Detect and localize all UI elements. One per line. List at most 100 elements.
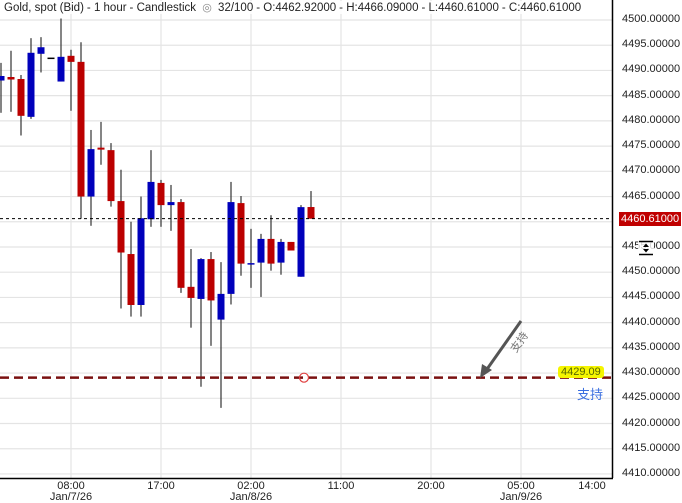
candle-body xyxy=(277,241,285,263)
candle-down[interactable] xyxy=(207,252,215,346)
candle-down[interactable] xyxy=(267,215,275,271)
price-tick-label: 4420.00000 xyxy=(622,416,681,429)
candle-down[interactable] xyxy=(7,50,15,112)
price-tick-label: 4450.00000 xyxy=(622,265,681,278)
candle-up[interactable] xyxy=(37,37,45,73)
candle-body xyxy=(137,218,145,305)
candle-body xyxy=(17,79,25,116)
candle-up[interactable] xyxy=(47,57,55,60)
candle-down[interactable] xyxy=(237,196,245,276)
candle-up[interactable] xyxy=(137,196,145,317)
arrow-annotation[interactable] xyxy=(480,320,523,378)
candle-body xyxy=(247,263,255,265)
price-tick-label: 4490.00000 xyxy=(622,63,681,76)
candle-body xyxy=(27,52,35,117)
candle-up[interactable] xyxy=(257,233,265,297)
date-label: Jan/9/26 xyxy=(499,491,543,503)
time-tick-label: 02:00 Jan/8/26 xyxy=(221,481,281,503)
candle-up[interactable] xyxy=(147,150,155,227)
price-tick-label: 4465.00000 xyxy=(622,189,681,202)
price-tick-label: 4480.00000 xyxy=(622,113,681,126)
price-tick-label: 4445.00000 xyxy=(622,290,681,303)
candle-body xyxy=(7,76,15,80)
candle-down[interactable] xyxy=(117,169,125,309)
candle-down[interactable] xyxy=(177,199,185,293)
candle-up[interactable] xyxy=(27,38,35,119)
candle-body xyxy=(257,238,265,263)
candle-body xyxy=(267,238,275,264)
close-value: C:4460.61000 xyxy=(508,2,582,14)
candle-body xyxy=(117,201,125,253)
low-value: L:4460.61000 xyxy=(428,2,499,14)
candle-up[interactable] xyxy=(297,205,305,277)
candle-body xyxy=(167,202,175,206)
bar-count: 32/100 xyxy=(218,2,254,14)
time-tick-label: 05:00 Jan/9/26 xyxy=(491,481,551,503)
eye-icon[interactable]: ◎ xyxy=(202,2,212,14)
support-value-label[interactable]: 4429.09 xyxy=(558,365,604,378)
open-value: O:4462.92000 xyxy=(263,2,337,14)
candle-down[interactable] xyxy=(307,191,315,219)
candle-up[interactable] xyxy=(0,62,5,113)
candle-up[interactable] xyxy=(87,129,95,226)
candle-body xyxy=(237,203,245,264)
candle-body xyxy=(47,57,55,60)
candle-up[interactable] xyxy=(217,262,225,408)
candle-body xyxy=(217,293,225,320)
high-value: H:4466.09000 xyxy=(346,2,419,14)
candle-up[interactable] xyxy=(227,181,235,305)
time-label: 08:00 xyxy=(57,480,85,492)
candle-body xyxy=(177,202,185,288)
time-tick-label: 08:00 Jan/7/26 xyxy=(41,481,101,503)
candle-body xyxy=(97,147,105,150)
date-label: Jan/7/26 xyxy=(49,491,93,503)
candle-down[interactable] xyxy=(17,74,25,136)
price-tick-label: 4410.00000 xyxy=(622,466,681,479)
candle-body xyxy=(287,241,295,251)
scale-drag-icon[interactable] xyxy=(637,240,655,256)
candle-down[interactable] xyxy=(107,143,115,207)
candle-body xyxy=(127,254,135,305)
candle-down[interactable] xyxy=(127,221,135,317)
candle-up[interactable] xyxy=(57,18,65,82)
grid xyxy=(0,0,612,478)
time-tick-label: 14:00 xyxy=(562,481,622,492)
candle-down[interactable] xyxy=(287,241,295,251)
interval: 1 hour xyxy=(93,2,127,14)
candle-body xyxy=(107,150,115,202)
candle-up[interactable] xyxy=(277,238,285,275)
price-tick-label: 4415.00000 xyxy=(622,441,681,454)
date-label: Jan/8/26 xyxy=(229,491,273,503)
price-tick-label: 4485.00000 xyxy=(622,88,681,101)
candle-body xyxy=(147,181,155,220)
candle-up[interactable] xyxy=(247,228,255,288)
candle-body xyxy=(57,56,65,82)
candle-up[interactable] xyxy=(197,258,205,387)
candle-down[interactable] xyxy=(187,248,195,328)
candle-down[interactable] xyxy=(77,42,85,219)
price-tick-label: 4425.00000 xyxy=(622,391,681,404)
price-tick-label: 4500.00000 xyxy=(622,13,681,25)
time-tick-label: 20:00 xyxy=(401,481,461,492)
candle-down[interactable] xyxy=(67,49,75,111)
candle-up[interactable] xyxy=(167,184,175,231)
price-tick-label: 4470.00000 xyxy=(622,164,681,177)
chart-type: Candlestick xyxy=(136,2,197,14)
support-line-handle[interactable] xyxy=(298,372,310,383)
price-tick-label: 4475.00000 xyxy=(622,139,681,152)
time-label: 11:00 xyxy=(327,480,355,492)
time-label: 02:00 xyxy=(237,480,265,492)
time-label: 14:00 xyxy=(578,480,606,492)
price-tick-label: 4435.00000 xyxy=(622,340,681,353)
time-tick-label: 11:00 xyxy=(311,481,371,492)
candle-down[interactable] xyxy=(97,121,105,165)
candle-body xyxy=(197,259,205,299)
time-label: 17:00 xyxy=(147,480,175,492)
candle-body xyxy=(77,61,85,197)
price-tick-label: 4440.00000 xyxy=(622,315,681,328)
candle-body xyxy=(67,55,75,62)
candle-body xyxy=(227,202,235,294)
candle-down[interactable] xyxy=(157,179,165,227)
current-price-label: 4460.61000 xyxy=(619,211,682,226)
